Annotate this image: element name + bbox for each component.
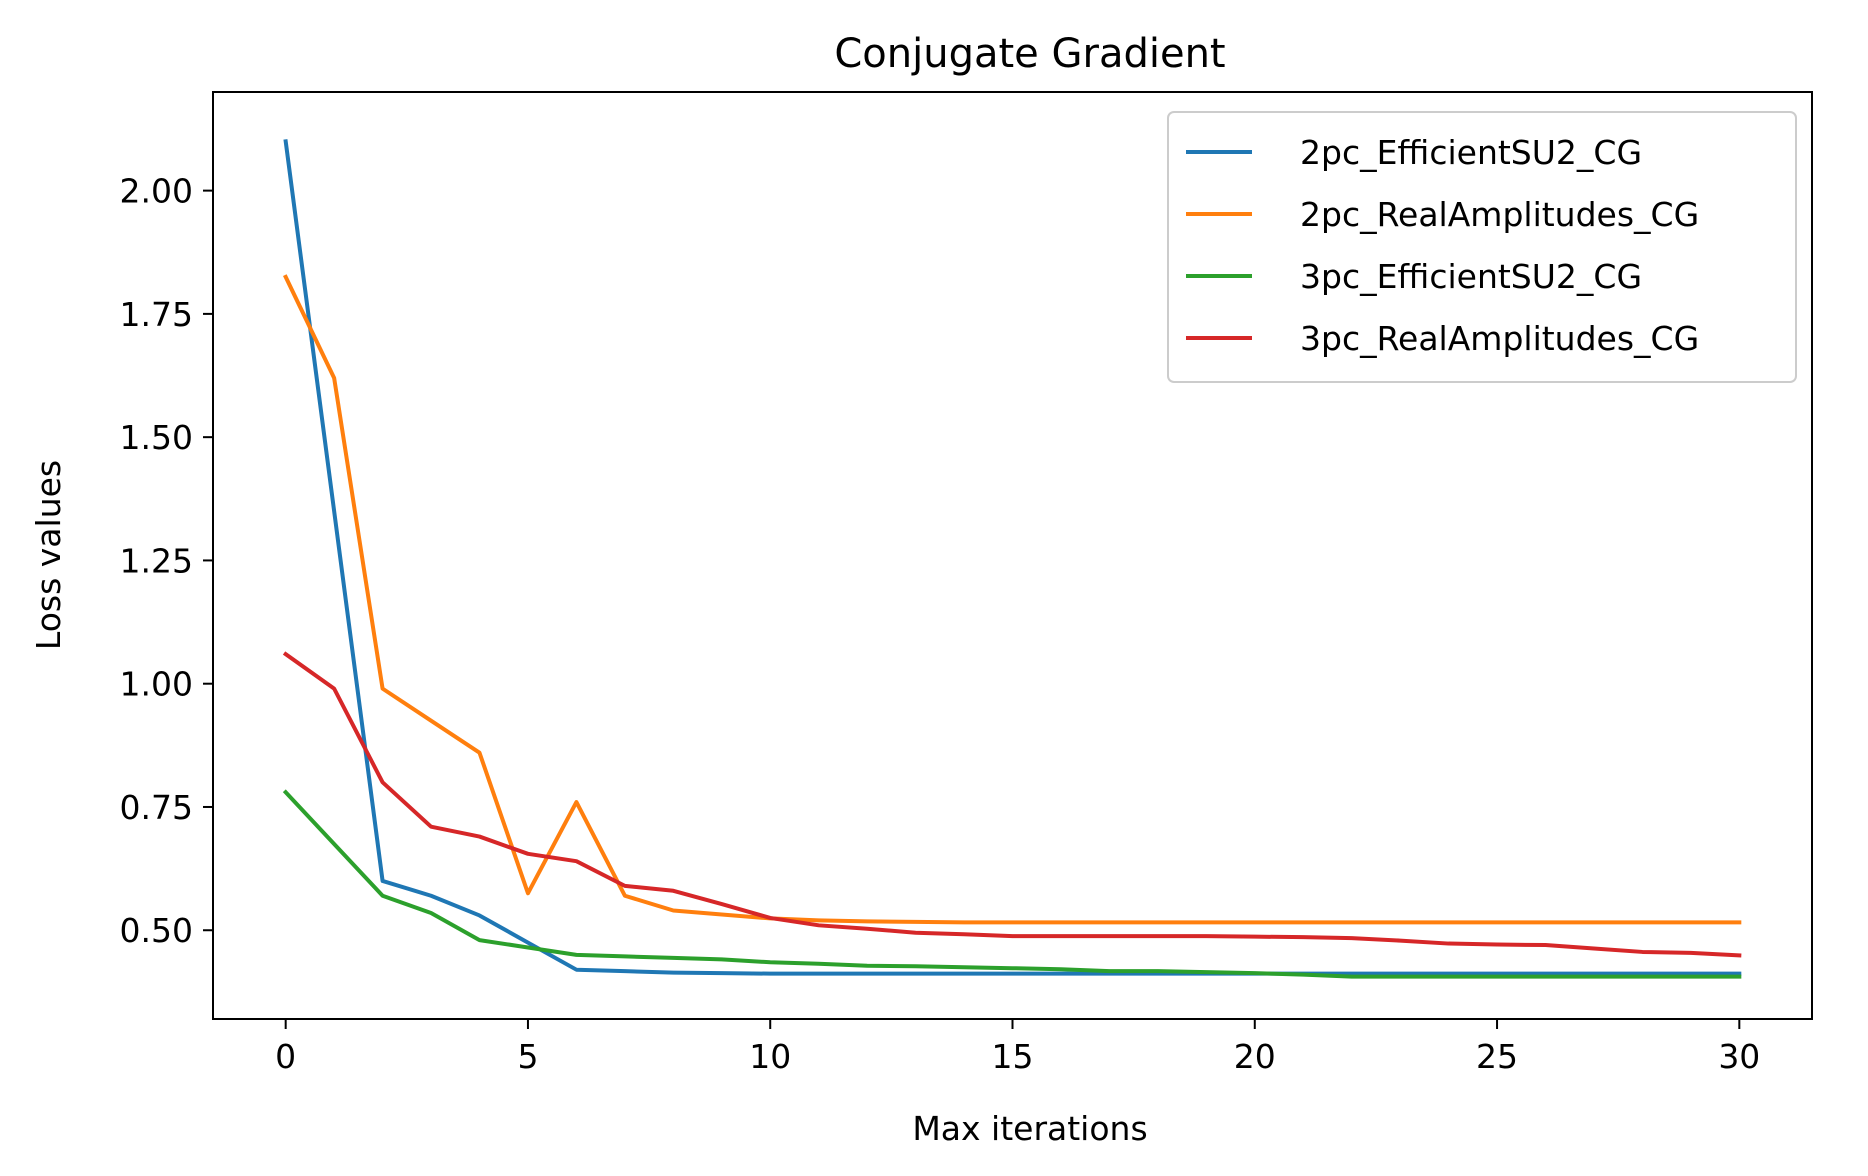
x-tick-label: 25 (1476, 1037, 1518, 1076)
x-axis-label: Max iterations (912, 1109, 1147, 1148)
y-tick-label: 1.00 (120, 665, 193, 704)
y-tick-label: 2.00 (120, 172, 193, 211)
legend: 2pc_EfficientSU2_CG 2pc_RealAmplitudes_CG… (1167, 111, 1797, 383)
series-line-4 (282, 651, 1742, 958)
x-tick-label: 20 (1234, 1037, 1276, 1076)
legend-label-2: 2pc_RealAmplitudes_CG (1300, 195, 1699, 234)
y-tick-label: 1.50 (120, 418, 193, 457)
x-tick-label: 10 (749, 1037, 791, 1076)
series-line-1 (283, 139, 1742, 976)
plot-area (282, 139, 1742, 979)
legend-label-4: 3pc_RealAmplitudes_CG (1300, 319, 1699, 358)
chart-title: Conjugate Gradient (834, 31, 1225, 77)
legend-label-1: 2pc_EfficientSU2_CG (1300, 133, 1642, 172)
legend-box (1167, 111, 1797, 383)
series-line-3 (282, 789, 1742, 979)
y-tick-label: 0.75 (120, 788, 193, 827)
legend-label-3: 3pc_EfficientSU2_CG (1300, 257, 1642, 296)
x-tick-label: 15 (992, 1037, 1034, 1076)
x-tick-label: 5 (517, 1037, 538, 1076)
y-axis-label: Loss values (29, 460, 68, 650)
y-tick-label: 0.50 (120, 911, 193, 950)
series-line-2 (283, 274, 1742, 925)
x-tick-label: 30 (1718, 1037, 1760, 1076)
y-axis: 0.50 0.75 1.00 1.25 1.50 1.75 2.00 (120, 172, 213, 950)
x-tick-label: 0 (275, 1037, 296, 1076)
y-tick-label: 1.75 (120, 295, 193, 334)
y-tick-label: 1.25 (120, 541, 193, 580)
x-axis: 0 5 10 15 20 25 30 (275, 1019, 1760, 1076)
